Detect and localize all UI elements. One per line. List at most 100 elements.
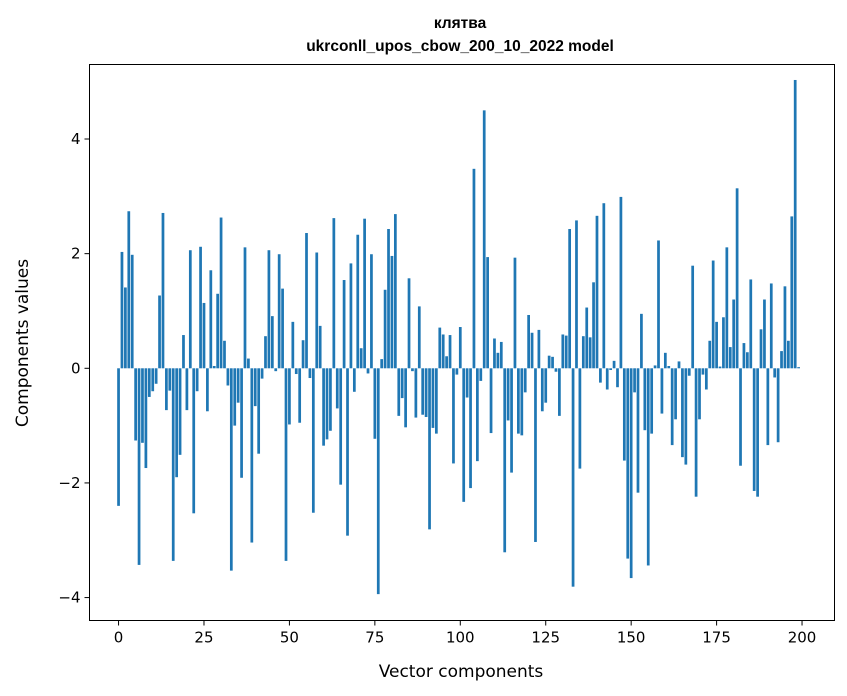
bar-16 — [171, 368, 175, 561]
bar-113 — [503, 368, 507, 553]
bar-69 — [352, 368, 356, 392]
bar-128 — [554, 368, 558, 372]
x-tick-label-25: 25 — [194, 629, 213, 647]
bar-135 — [578, 368, 582, 469]
bar-151 — [633, 368, 636, 393]
bar-91 — [428, 368, 431, 530]
bar-14 — [165, 368, 168, 411]
bar-180 — [732, 299, 736, 369]
bar-78 — [383, 289, 387, 369]
bar-31 — [223, 340, 226, 369]
bar-13 — [161, 212, 165, 369]
bar-120 — [527, 314, 530, 369]
bar-152 — [636, 368, 640, 493]
bar-3 — [127, 211, 131, 369]
bar-26 — [206, 368, 209, 412]
bar-168 — [691, 265, 695, 369]
bar-1 — [120, 251, 124, 369]
bar-101 — [462, 368, 466, 502]
bar-156 — [650, 368, 654, 434]
bar-147 — [619, 196, 623, 369]
bar-9 — [147, 368, 151, 397]
bar-133 — [571, 368, 575, 587]
bar-177 — [722, 317, 725, 369]
bar-12 — [158, 295, 161, 369]
bar-117 — [517, 368, 520, 434]
bar-19 — [182, 335, 185, 369]
chart-subtitle: ukrconll_upos_cbow_200_10_2022 model — [306, 38, 614, 55]
bar-70 — [356, 234, 360, 369]
y-tick-label--2: −2 — [58, 474, 80, 492]
bar-79 — [387, 229, 390, 369]
bar-76 — [376, 368, 380, 595]
bar-39 — [250, 368, 254, 543]
bar-126 — [547, 355, 551, 369]
bar-185 — [749, 279, 753, 369]
bar-199 — [797, 367, 800, 369]
bar-55 — [305, 233, 308, 369]
bar-43 — [264, 336, 267, 369]
bar-170 — [698, 368, 701, 420]
bar-88 — [417, 306, 421, 369]
bar-197 — [790, 216, 794, 369]
bar-36 — [240, 368, 243, 478]
y-axis-label: Components values — [13, 259, 33, 427]
bar-15 — [168, 368, 172, 391]
bar-195 — [783, 286, 787, 369]
plot-frame — [89, 64, 835, 621]
bar-129 — [558, 368, 561, 416]
bar-131 — [564, 335, 568, 369]
bar-97 — [448, 335, 452, 369]
bar-22 — [192, 368, 196, 514]
bar-125 — [544, 368, 548, 403]
bar-58 — [315, 252, 319, 369]
bar-134 — [575, 220, 578, 369]
bar-64 — [335, 368, 339, 409]
bar-35 — [236, 368, 240, 403]
x-tick-label-75: 75 — [365, 629, 384, 647]
bar-46 — [274, 368, 278, 372]
bar-167 — [687, 368, 691, 376]
bar-100 — [458, 327, 462, 369]
bar-106 — [479, 368, 483, 381]
x-tick-label-125: 125 — [531, 629, 560, 647]
bar-61 — [325, 368, 329, 440]
bar-186 — [752, 368, 756, 491]
bar-149 — [626, 368, 630, 559]
bar-196 — [787, 340, 790, 369]
bar-56 — [308, 368, 312, 379]
y-axis-ticks: −4 −2 0 2 4 — [58, 130, 90, 607]
bar-45 — [270, 316, 274, 369]
bar-57 — [311, 368, 315, 513]
bar-24 — [199, 246, 202, 369]
x-tick-label-50: 50 — [280, 629, 299, 647]
bar-11 — [154, 368, 158, 384]
bar-114 — [506, 368, 510, 421]
bar-188 — [759, 329, 763, 369]
bar-7 — [141, 368, 144, 443]
bar-141 — [599, 368, 602, 383]
bar-110 — [493, 338, 496, 369]
bar-159 — [660, 368, 664, 414]
bar-89 — [421, 368, 425, 415]
bar-0 — [117, 368, 120, 506]
bar-116 — [513, 257, 517, 369]
bar-40 — [253, 368, 257, 407]
bar-176 — [718, 366, 722, 369]
bar-84 — [404, 368, 407, 428]
bar-38 — [247, 358, 250, 369]
bar-121 — [530, 332, 534, 369]
bar-68 — [349, 263, 353, 369]
bar-105 — [476, 368, 479, 462]
bar-77 — [380, 359, 384, 369]
bar-48 — [281, 288, 284, 369]
y-tick-label-2: 2 — [71, 245, 81, 263]
bar-171 — [701, 368, 705, 375]
bar-189 — [763, 299, 766, 369]
bar-21 — [188, 250, 192, 369]
bar-150 — [629, 368, 633, 579]
bar-62 — [329, 368, 332, 431]
bar-193 — [776, 368, 780, 443]
bar-190 — [766, 368, 770, 446]
